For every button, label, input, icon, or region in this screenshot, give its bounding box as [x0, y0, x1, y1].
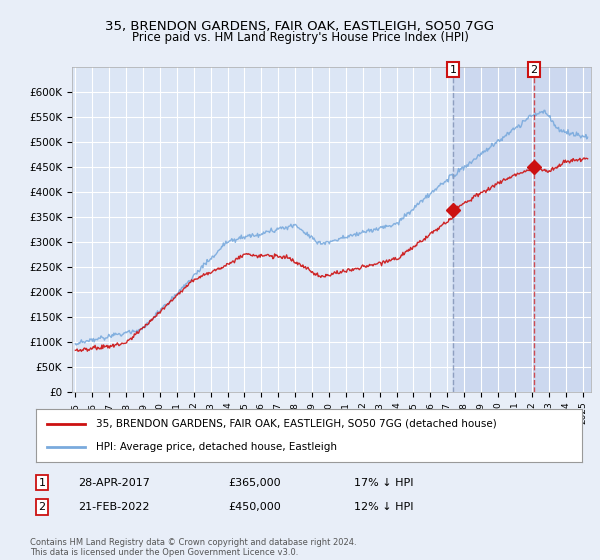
Text: 2: 2	[530, 65, 538, 74]
Bar	[453, 67, 591, 392]
Text: Price paid vs. HM Land Registry's House Price Index (HPI): Price paid vs. HM Land Registry's House …	[131, 31, 469, 44]
Text: 28-APR-2017: 28-APR-2017	[78, 478, 150, 488]
Text: 1: 1	[449, 65, 457, 74]
Text: 1: 1	[38, 478, 46, 488]
Text: £450,000: £450,000	[228, 502, 281, 512]
Text: £365,000: £365,000	[228, 478, 281, 488]
Text: 35, BRENDON GARDENS, FAIR OAK, EASTLEIGH, SO50 7GG: 35, BRENDON GARDENS, FAIR OAK, EASTLEIGH…	[106, 20, 494, 32]
Text: Contains HM Land Registry data © Crown copyright and database right 2024.
This d: Contains HM Land Registry data © Crown c…	[30, 538, 356, 557]
Text: 12% ↓ HPI: 12% ↓ HPI	[354, 502, 413, 512]
Text: 17% ↓ HPI: 17% ↓ HPI	[354, 478, 413, 488]
Text: 2: 2	[38, 502, 46, 512]
Text: 35, BRENDON GARDENS, FAIR OAK, EASTLEIGH, SO50 7GG (detached house): 35, BRENDON GARDENS, FAIR OAK, EASTLEIGH…	[96, 419, 497, 429]
Text: 21-FEB-2022: 21-FEB-2022	[78, 502, 149, 512]
Text: HPI: Average price, detached house, Eastleigh: HPI: Average price, detached house, East…	[96, 442, 337, 452]
